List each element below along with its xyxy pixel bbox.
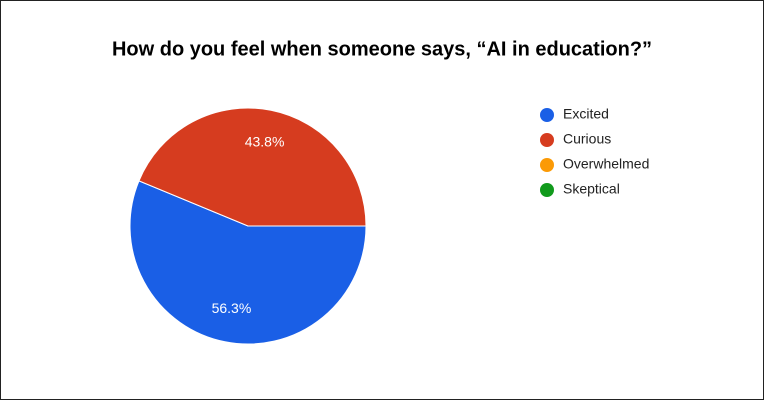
legend-marker (540, 158, 554, 172)
legend-marker (540, 183, 554, 197)
value-label: 43.8% (245, 133, 285, 149)
pie-slice (129, 180, 367, 345)
pie-slice (138, 107, 367, 227)
chart-title: How do you feel when someone says, “AI i… (112, 38, 652, 60)
legend-label: Excited (563, 106, 609, 122)
legend-marker (540, 133, 554, 147)
legend-label: Curious (563, 131, 611, 147)
legend-label: Skeptical (563, 181, 620, 197)
value-label: 56.3% (212, 300, 252, 316)
legend-label: Overwhelmed (563, 156, 649, 172)
legend-marker (540, 108, 554, 122)
